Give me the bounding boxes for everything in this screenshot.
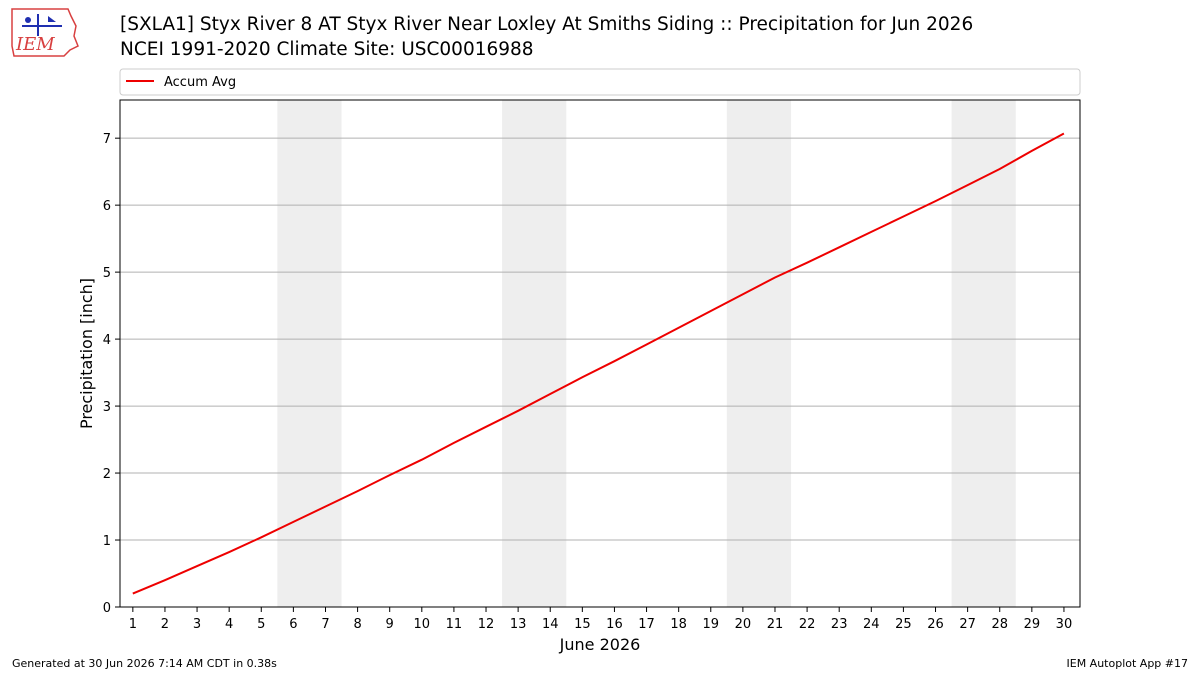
x-tick-label-12: 12 <box>478 617 495 632</box>
x-tick-label-22: 22 <box>799 617 816 632</box>
legend-label-accum-avg: Accum Avg <box>164 75 236 90</box>
x-tick-label-27: 27 <box>959 617 976 632</box>
x-tick-label-7: 7 <box>321 617 329 632</box>
y-tick-label-0: 0 <box>103 601 111 616</box>
series-lines <box>132 132 1065 595</box>
weekend-shade-1 <box>502 100 567 607</box>
y-tick-label-7: 7 <box>103 132 111 147</box>
iem-logo: IEM <box>8 6 82 58</box>
x-axis-label: June 2026 <box>559 635 641 654</box>
y-axis-ticks: 0 1 2 3 4 5 6 7 <box>103 132 120 616</box>
x-tick-label-1: 1 <box>129 617 137 632</box>
legend-box <box>119 68 1081 96</box>
logo-text: IEM <box>15 34 55 55</box>
generated-footer: Generated at 30 Jun 2026 7:14 AM CDT in … <box>12 657 277 670</box>
x-tick-label-28: 28 <box>991 617 1008 632</box>
y-tick-label-3: 3 <box>103 400 111 415</box>
x-tick-label-30: 30 <box>1056 617 1073 632</box>
app-footer: IEM Autoplot App #17 <box>1066 657 1189 670</box>
x-tick-label-5: 5 <box>257 617 265 632</box>
chart-title: [SXLA1] Styx River 8 AT Styx River Near … <box>120 14 974 35</box>
x-tick-label-24: 24 <box>863 617 880 632</box>
x-tick-label-3: 3 <box>193 617 201 632</box>
x-tick-label-13: 13 <box>510 617 527 632</box>
chart-subtitle: NCEI 1991-2020 Climate Site: USC00016988 <box>120 39 534 60</box>
weekend-shade-0 <box>277 100 342 607</box>
iem-logo-graphic: IEM <box>11 8 79 57</box>
weekend-shading <box>277 100 1016 607</box>
x-tick-label-10: 10 <box>414 617 431 632</box>
x-tick-label-4: 4 <box>225 617 233 632</box>
x-tick-label-14: 14 <box>542 617 559 632</box>
y-tick-label-6: 6 <box>103 199 111 214</box>
x-tick-label-20: 20 <box>735 617 752 632</box>
gridlines <box>120 137 1080 541</box>
chart-title-block: [SXLA1] Styx River 8 AT Styx River Near … <box>120 12 973 62</box>
plot-frame <box>119 99 1081 608</box>
weekend-shade-3 <box>951 100 1016 607</box>
x-tick-label-16: 16 <box>606 617 623 632</box>
x-tick-label-29: 29 <box>1024 617 1041 632</box>
x-tick-label-25: 25 <box>895 617 912 632</box>
x-tick-label-19: 19 <box>702 617 719 632</box>
x-tick-label-26: 26 <box>927 617 944 632</box>
x-tick-label-8: 8 <box>353 617 361 632</box>
x-tick-label-18: 18 <box>670 617 687 632</box>
y-axis-label: Precipitation [inch] <box>77 278 96 429</box>
legend: Accum Avg <box>119 68 1081 96</box>
x-tick-label-23: 23 <box>831 617 848 632</box>
y-tick-label-2: 2 <box>103 467 111 482</box>
x-tick-label-17: 17 <box>638 617 655 632</box>
y-tick-label-5: 5 <box>103 266 111 281</box>
y-tick-label-1: 1 <box>103 534 111 549</box>
x-tick-label-21: 21 <box>767 617 784 632</box>
x-tick-label-15: 15 <box>574 617 591 632</box>
y-tick-label-4: 4 <box>103 333 111 348</box>
x-axis-ticks: 1 2 3 4 5 6 7 8 9 10 11 12 13 14 15 16 17 18 19 20 21 22 23 24 2… <box>129 607 1073 632</box>
x-tick-label-6: 6 <box>289 617 297 632</box>
x-tick-label-11: 11 <box>446 617 463 632</box>
series-line-accum-avg <box>132 132 1065 595</box>
weekend-shade-2 <box>726 100 792 607</box>
x-tick-label-2: 2 <box>161 617 169 632</box>
x-tick-label-9: 9 <box>386 617 394 632</box>
